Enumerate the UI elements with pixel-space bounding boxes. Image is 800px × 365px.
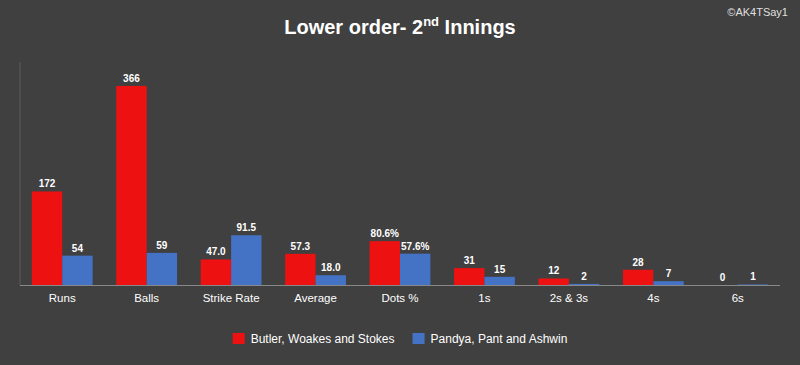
x-tick-label: 1s bbox=[478, 292, 490, 304]
data-label: 15 bbox=[494, 264, 506, 275]
bar bbox=[231, 235, 261, 285]
x-tick-label: Average bbox=[294, 292, 337, 304]
legend-label: Butler, Woakes and Stokes bbox=[251, 332, 395, 346]
x-tick-label: Dots % bbox=[381, 292, 418, 304]
legend-swatch bbox=[413, 333, 425, 344]
data-label: 7 bbox=[666, 268, 672, 279]
bar bbox=[707, 284, 737, 285]
bar bbox=[316, 275, 346, 285]
data-label: 172 bbox=[39, 178, 56, 189]
background bbox=[0, 0, 800, 365]
bar bbox=[400, 254, 430, 285]
x-axis-line bbox=[20, 285, 780, 286]
legend-label: Pandya, Pant and Ashwin bbox=[431, 332, 568, 346]
chart-svg: 17236647.057.380.6%3112280545991.518.057… bbox=[0, 0, 800, 365]
data-label: 2 bbox=[581, 271, 587, 282]
bars bbox=[32, 86, 768, 285]
data-label: 18.0 bbox=[321, 262, 341, 273]
title: Lower order- 2nd Innings bbox=[284, 14, 515, 38]
x-tick-label: 4s bbox=[647, 292, 659, 304]
x-tick-label: Strike Rate bbox=[203, 292, 260, 304]
chart-container: 17236647.057.380.6%3112280545991.518.057… bbox=[0, 0, 800, 365]
data-label: 57.6% bbox=[401, 241, 429, 252]
bar bbox=[147, 253, 177, 285]
bar bbox=[370, 241, 400, 285]
bar bbox=[32, 191, 62, 285]
y-axis-line bbox=[20, 62, 21, 285]
annotation: ©AK4TSay1 bbox=[727, 6, 788, 18]
data-label: 91.5 bbox=[237, 222, 257, 233]
data-label: 0 bbox=[720, 272, 726, 283]
title-part: Innings bbox=[439, 16, 516, 38]
bar bbox=[538, 278, 568, 285]
bar bbox=[653, 281, 683, 285]
legend-swatch bbox=[233, 333, 245, 344]
x-tick-label: 6s bbox=[732, 292, 744, 304]
bar bbox=[62, 256, 92, 285]
data-label: 47.0 bbox=[206, 246, 226, 257]
bar bbox=[116, 86, 146, 285]
bar bbox=[738, 284, 768, 285]
data-label: 28 bbox=[633, 257, 645, 268]
bar bbox=[623, 270, 653, 285]
bar bbox=[285, 254, 315, 285]
title-superscript: nd bbox=[423, 14, 439, 29]
bar bbox=[569, 284, 599, 285]
data-label: 31 bbox=[464, 255, 476, 266]
legend: Butler, Woakes and Stokes Pandya, Pant an… bbox=[233, 332, 568, 346]
data-label: 59 bbox=[156, 240, 168, 251]
x-tick-label: Runs bbox=[49, 292, 76, 304]
data-label: 12 bbox=[548, 265, 560, 276]
bar bbox=[201, 259, 231, 285]
data-label: 1 bbox=[750, 271, 756, 282]
x-tick-label: Balls bbox=[134, 292, 159, 304]
bar bbox=[454, 268, 484, 285]
bar bbox=[484, 277, 514, 285]
data-label: 54 bbox=[72, 243, 84, 254]
data-label: 366 bbox=[123, 73, 140, 84]
x-tick-label: 2s & 3s bbox=[550, 292, 589, 304]
data-label: 80.6% bbox=[371, 228, 399, 239]
title-part: Lower order- 2 bbox=[284, 16, 423, 38]
data-label: 57.3 bbox=[291, 241, 311, 252]
